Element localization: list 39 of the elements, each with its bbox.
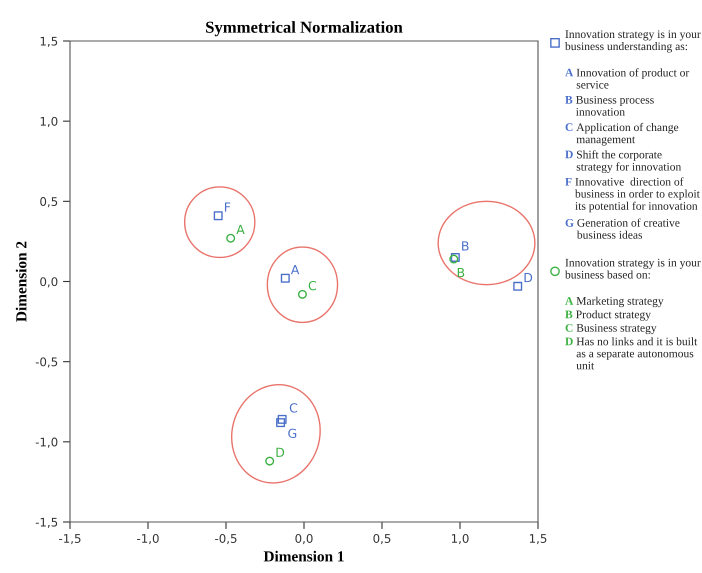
x-tick-label: -1,5 (59, 534, 80, 544)
data-label: B (458, 268, 464, 278)
text: A Innovation of product or service (565, 68, 690, 89)
x-tick-label: 1,5 (530, 534, 546, 544)
legend-label: Innovation strategy is in your business understanding as: (565, 30, 701, 53)
text: C Business strategy (566, 324, 657, 334)
y-tick-label: -1,5 (36, 518, 58, 528)
data-label: D (276, 448, 284, 457)
y-tick-label: 1,0 (40, 116, 58, 128)
y-tick-label: -0,5 (36, 357, 58, 368)
x-tick-label: 1,0 (452, 534, 469, 544)
text: C Application of change management (566, 122, 678, 146)
y-tick-label: -1,0 (36, 438, 58, 448)
data-label: A (236, 224, 245, 234)
text: G Generation of creative business ideas (566, 218, 680, 239)
legend-label: Innovation strategy is in your business based on: (565, 258, 701, 279)
data-label: B (462, 241, 469, 251)
text: B Business process innovation (565, 96, 654, 116)
chart-title: Symmetrical Normalization (206, 21, 403, 36)
data-label: C (290, 403, 298, 413)
x-tick-label: 0,0 (295, 534, 313, 544)
y-tick-label: 0,0 (40, 277, 58, 288)
y-tick-label: 1,5 (40, 36, 58, 47)
text: B Product strategy (565, 310, 651, 321)
x-tick-label: 0,5 (373, 534, 390, 544)
x-tick-label: -1,0 (137, 534, 159, 544)
x-tick-label: -0,5 (215, 534, 236, 544)
text: F Innovative direction of business in order to exploit its potential for innovation (565, 177, 700, 212)
data-label: C (308, 280, 316, 290)
y-axis-title: Dimension 2 (16, 242, 26, 322)
text: D Shift the corporate strategy for innovation (565, 150, 682, 173)
x-axis-title: Dimension 1 (264, 550, 344, 562)
text: D Has no links and it is built as a separate autonomous unit (565, 337, 698, 370)
data-label: G (288, 428, 296, 438)
y-tick-label: 0,5 (40, 197, 58, 208)
text: A Marketing strategy (565, 296, 664, 308)
data-label: F (224, 202, 230, 212)
data-label: D (524, 273, 532, 282)
data-label: A (290, 265, 300, 274)
